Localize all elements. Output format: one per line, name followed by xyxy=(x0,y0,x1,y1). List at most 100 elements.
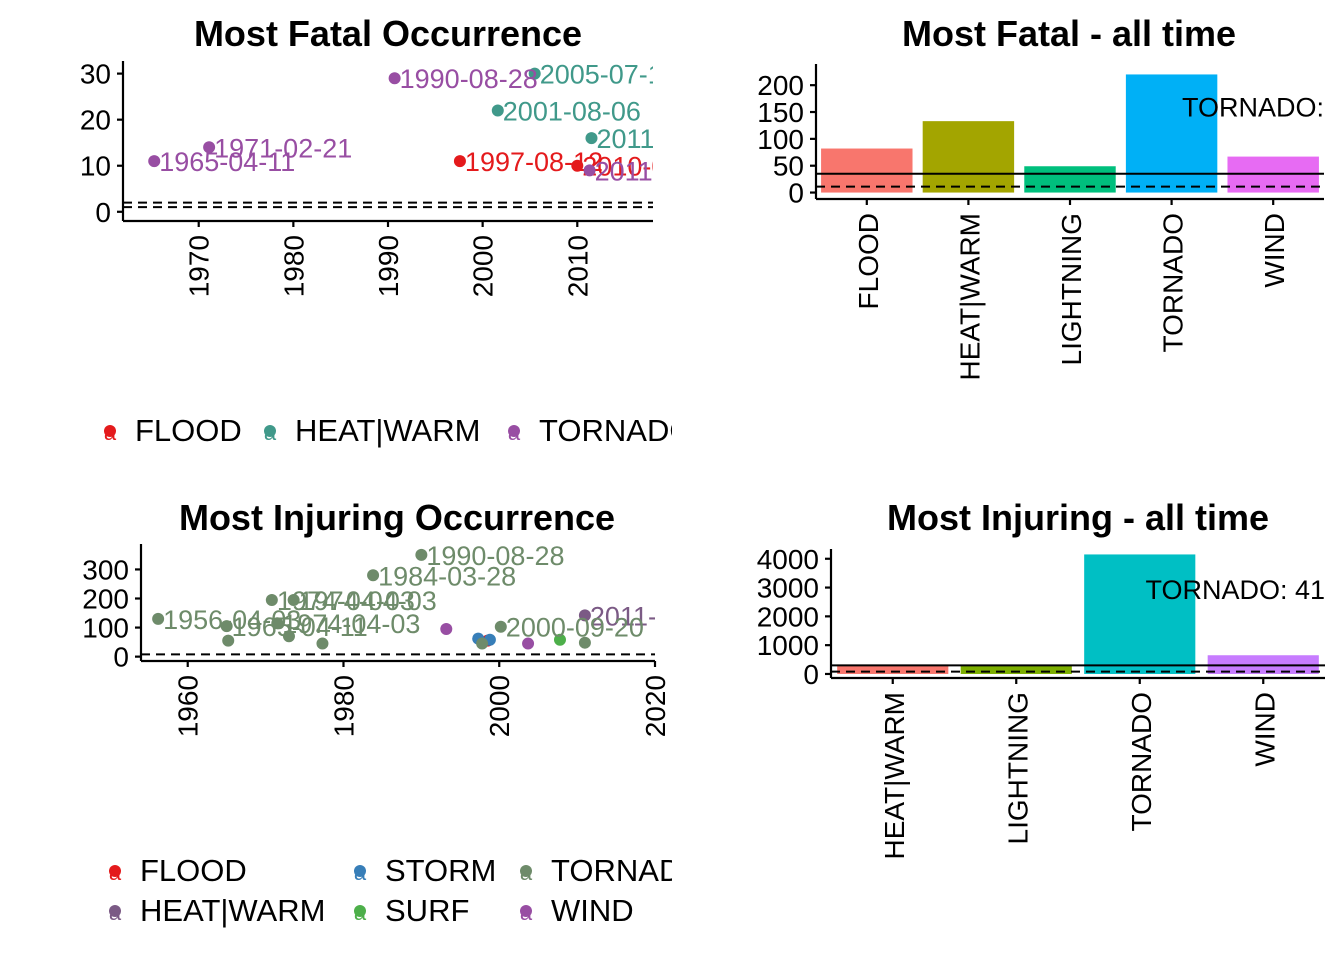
fatal-occurrence-chart: Most Fatal Occurrence 1997-08-122010-020… xyxy=(80,13,672,448)
data-point xyxy=(271,617,284,630)
injuring-all-time-chart: Most Injuring - all time HEAT|WARM LIGHTN… xyxy=(757,497,1325,859)
data-point xyxy=(583,164,596,177)
data-point xyxy=(571,159,584,172)
legend-glyph: a xyxy=(508,420,521,445)
x-tick-label: 1980 xyxy=(278,235,309,297)
x-tick-label: HEAT|WARM xyxy=(954,213,985,380)
legend-glyph: a xyxy=(354,860,367,885)
x-tick-label: LIGHTNING xyxy=(1056,213,1087,365)
y-tick-label: 50 xyxy=(773,151,804,182)
x-tick-label: 2000 xyxy=(484,675,515,737)
x-tick-label: WIND xyxy=(1259,213,1290,288)
data-point xyxy=(388,72,401,85)
chart-title: Most Fatal Occurrence xyxy=(194,13,582,54)
data-label: 2011- xyxy=(596,124,663,154)
y-tick-label: 0 xyxy=(95,197,111,228)
y-tick-label: 30 xyxy=(80,59,111,90)
x-tick-label: HEAT|WARM xyxy=(879,692,910,859)
data-label: 1990-08-28 xyxy=(426,541,564,571)
legend-key xyxy=(520,905,532,917)
data-point xyxy=(282,630,295,643)
bar xyxy=(837,664,949,674)
y-tick-label: 0 xyxy=(788,178,804,209)
y-tick-label: 100 xyxy=(757,124,804,155)
data-point xyxy=(578,609,591,622)
data-label: 1965-04-11 xyxy=(159,147,295,177)
bar xyxy=(1084,554,1196,674)
data-point xyxy=(415,548,428,561)
x-tick-label: WIND xyxy=(1249,692,1280,767)
x-tick-label: FLOOD xyxy=(853,213,884,309)
data-point xyxy=(528,67,541,80)
plot-area: HEAT|WARM LIGHTNING TORNADO WIND TORNADO: 41… xyxy=(757,544,1325,859)
y-tick-label: 4000 xyxy=(757,544,819,575)
y-tick-label: 1000 xyxy=(757,630,819,661)
y-tick-label: 200 xyxy=(82,584,129,615)
data-label: 2011- xyxy=(590,601,657,631)
chart-title: Most Injuring - all time xyxy=(887,497,1269,538)
legend-key xyxy=(354,865,366,877)
data-point xyxy=(578,636,591,649)
data-point xyxy=(585,132,598,145)
plot-area: FLOOD HEAT|WARM LIGHTNING TORNADO WIND TORNAD… xyxy=(757,64,1324,380)
y-tick-label: 20 xyxy=(80,105,111,136)
bar xyxy=(821,148,913,193)
legend-glyph: a xyxy=(104,420,117,445)
legend-key xyxy=(354,905,366,917)
x-tick-label: LIGHTNING xyxy=(1002,692,1033,844)
data-label: 1965-04-11 xyxy=(232,612,368,642)
y-tick-label: 0 xyxy=(113,642,129,673)
chart-title: Most Fatal - all time xyxy=(902,13,1236,54)
x-tick-label: 1970 xyxy=(184,235,215,297)
y-tick-label: 200 xyxy=(757,70,804,101)
data-point xyxy=(287,593,300,606)
data-point xyxy=(491,104,504,117)
fatal-all-time-chart: Most Fatal - all time FLOOD HEAT|WARM LIGH… xyxy=(757,13,1324,380)
data-point xyxy=(148,155,161,168)
legend-glyph: a xyxy=(354,900,367,925)
bar xyxy=(922,121,1015,193)
data-label: 2011- xyxy=(595,156,662,186)
x-tick-label: 2020 xyxy=(640,675,671,737)
plot-area: 1997-08-122010-02005-07-12001-08-062011-… xyxy=(80,59,663,297)
legend-glyph: a xyxy=(520,860,533,885)
data-point xyxy=(440,623,453,636)
data-label: 1974-04-03 xyxy=(299,586,437,616)
legend-key xyxy=(264,425,276,437)
y-tick-label: 100 xyxy=(82,613,129,644)
y-tick-label: 2000 xyxy=(757,601,819,632)
data-label: 1971-02-21 xyxy=(214,133,352,163)
legend: a FLOOD a HEAT|WARM a TORNADO xyxy=(104,413,672,448)
legend: a FLOOD a STORM a TORNADO a HEAT|WARM a SURF a WIND xyxy=(109,853,672,928)
data-label: 1974-04-03 xyxy=(277,586,415,616)
bar xyxy=(1024,166,1116,193)
legend-glyph: a xyxy=(109,860,122,885)
x-tick-label: TORNADO xyxy=(1158,213,1189,353)
legend-label: STORM xyxy=(385,853,496,888)
legend-glyph: a xyxy=(264,420,277,445)
legend-glyph: a xyxy=(520,900,533,925)
bar xyxy=(960,665,1072,674)
legend-label: FLOOD xyxy=(135,413,242,448)
data-point xyxy=(522,637,535,650)
x-tick-label: 1990 xyxy=(373,235,404,297)
chart-title: Most Injuring Occurrence xyxy=(179,497,615,538)
legend-label: SURF xyxy=(385,893,469,928)
y-tick-label: 300 xyxy=(82,554,129,585)
data-label: 1990-08-28 xyxy=(400,64,538,94)
data-label: 2001-08-06 xyxy=(503,96,641,126)
x-tick-label: 1980 xyxy=(328,675,359,737)
legend-key xyxy=(109,905,121,917)
legend-label: TORNADO xyxy=(539,413,672,448)
legend-key xyxy=(508,425,520,437)
data-point xyxy=(453,155,466,168)
legend-key xyxy=(104,425,116,437)
legend-label: HEAT|WARM xyxy=(295,413,480,448)
data-point xyxy=(367,569,380,582)
y-tick-label: 10 xyxy=(80,151,111,182)
plot-area: 2011-1990-08-281984-03-281956-04-031974-… xyxy=(82,541,671,737)
data-point xyxy=(222,634,235,647)
legend-label: FLOOD xyxy=(140,853,247,888)
data-point xyxy=(152,612,165,625)
x-tick-label: 2000 xyxy=(468,235,499,297)
